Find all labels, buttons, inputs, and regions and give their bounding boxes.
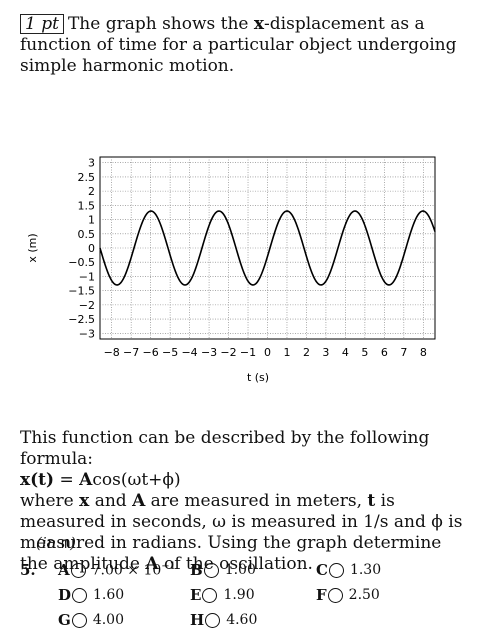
x-axis-label: t (s) bbox=[247, 371, 269, 384]
x-tick-label: −2 bbox=[220, 346, 236, 359]
option-b-radio[interactable] bbox=[203, 562, 219, 578]
x-tick-labels: −8 −7 −6 −5 −4 −3 −2 −1 0 1 2 3 4 5 6 7 8 bbox=[104, 346, 427, 359]
y-tick-label: −1 bbox=[79, 270, 95, 283]
y-tick-label: −2 bbox=[79, 299, 95, 312]
question-number: 5. bbox=[20, 561, 36, 579]
option-h[interactable]: H 4.60 bbox=[190, 611, 257, 629]
x-tick-label: −3 bbox=[201, 346, 217, 359]
option-h-letter: H bbox=[190, 611, 205, 629]
option-e-letter: E bbox=[190, 586, 202, 604]
eq-x: x(t) bbox=[20, 470, 55, 490]
x-tick-label: 7 bbox=[400, 346, 407, 359]
x-tick-label: 4 bbox=[342, 346, 349, 359]
option-f-letter: F bbox=[316, 586, 327, 604]
question-text: 1 pt The graph shows the x-displacement a… bbox=[20, 14, 472, 77]
formula-explanation: where x and A are measured in meters, t … bbox=[20, 491, 472, 575]
option-d-letter: D bbox=[58, 586, 72, 604]
option-a-radio[interactable] bbox=[70, 562, 86, 578]
intro-part-1: The graph shows the bbox=[67, 14, 254, 34]
option-d-radio[interactable] bbox=[72, 587, 88, 603]
x-tick-label: 0 bbox=[264, 346, 271, 359]
eq-rest: cos(ωt+ϕ) bbox=[92, 470, 181, 490]
option-e[interactable]: E 1.90 bbox=[190, 586, 255, 604]
x-tick-label: −1 bbox=[240, 346, 256, 359]
option-g-radio[interactable] bbox=[71, 612, 87, 628]
y-tick-label: 1 bbox=[88, 214, 95, 227]
grid bbox=[100, 157, 435, 339]
x-tick-label: 5 bbox=[361, 346, 368, 359]
y-tick-label: 3 bbox=[88, 157, 95, 170]
y-tick-label: −3 bbox=[79, 327, 95, 340]
option-f[interactable]: F 2.50 bbox=[316, 586, 380, 604]
x-tick-label: −5 bbox=[162, 346, 178, 359]
points-box: 1 pt bbox=[20, 14, 64, 34]
y-tick-label: −0.5 bbox=[68, 256, 95, 269]
intro-part-2: -displacement as a function of time for … bbox=[20, 14, 457, 76]
y-tick-labels: 32.521.5 10.50−0.5−1 −1.5−2−2.5−3 bbox=[68, 157, 95, 341]
y-tick-label: 2 bbox=[88, 185, 95, 198]
option-c-letter: C bbox=[316, 561, 328, 579]
formula-equation: x(t) = Acos(ωt+ϕ) bbox=[20, 470, 472, 491]
option-a[interactable]: A 7.00 × 10−1 bbox=[58, 561, 176, 579]
unit-hint: (in m) bbox=[36, 534, 76, 552]
expl-m2: is measured in seconds, ω is measured in… bbox=[20, 491, 463, 574]
option-d-value: 1.60 bbox=[93, 587, 125, 603]
displacement-graph: −8 −7 −6 −5 −4 −3 −2 −1 0 1 2 3 4 5 6 7 8 32.521.510.50−… bbox=[26, 156, 436, 384]
option-d[interactable]: D 1.60 bbox=[58, 586, 124, 604]
unit-open: (in bbox=[36, 534, 62, 552]
option-c-value: 1.30 bbox=[349, 562, 382, 578]
x-tick-label: −7 bbox=[123, 346, 139, 359]
option-c-radio[interactable] bbox=[328, 562, 344, 578]
y-tick-label: 2.5 bbox=[78, 171, 96, 184]
option-b-value: 1.00 bbox=[224, 562, 256, 578]
expl-a2: A bbox=[145, 554, 159, 574]
y-tick-label: 0 bbox=[88, 242, 95, 255]
x-tick-label: 3 bbox=[322, 346, 329, 359]
option-b[interactable]: B 1.00 bbox=[190, 561, 256, 579]
y-tick-label: −2.5 bbox=[68, 313, 95, 326]
option-g-value: 4.00 bbox=[92, 612, 124, 628]
expl-x: x bbox=[79, 491, 90, 511]
x-tick-label: −4 bbox=[181, 346, 197, 359]
x-tick-label: −6 bbox=[143, 346, 159, 359]
eq-a: A bbox=[79, 470, 93, 490]
expl-m3: of the oscillation. bbox=[158, 554, 313, 574]
y-axis-label: x (m) bbox=[26, 233, 39, 262]
expl-m1: are measured in meters, bbox=[145, 491, 368, 511]
option-g[interactable]: G 4.00 bbox=[58, 611, 124, 629]
option-a-letter: A bbox=[58, 561, 70, 579]
unit-close: ) bbox=[70, 534, 76, 552]
expl-and: and bbox=[89, 491, 133, 511]
unit-m: m bbox=[61, 534, 71, 552]
expl-where: where bbox=[20, 491, 80, 511]
x-tick-label: 1 bbox=[283, 346, 290, 359]
x-tick-label: −8 bbox=[104, 346, 120, 359]
option-e-value: 1.90 bbox=[223, 587, 255, 603]
y-tick-label: 0.5 bbox=[78, 228, 96, 241]
y-tick-label: 1.5 bbox=[78, 199, 96, 212]
x-tick-label: 6 bbox=[381, 346, 388, 359]
option-g-letter: G bbox=[58, 611, 71, 629]
eq-equals: = bbox=[54, 470, 80, 490]
expl-t: t bbox=[367, 491, 376, 511]
answer-options: 5. A 7.00 × 10−1 B 1.00 C 1.30 D 1.60 E 1.90 … bbox=[0, 555, 485, 635]
option-c[interactable]: C 1.30 bbox=[316, 561, 381, 579]
displacement-curve bbox=[99, 210, 436, 286]
option-h-value: 4.60 bbox=[226, 612, 258, 628]
y-tick-label: −1.5 bbox=[68, 285, 95, 298]
option-e-radio[interactable] bbox=[202, 587, 218, 603]
option-h-radio[interactable] bbox=[205, 612, 221, 628]
x-tick-label: 2 bbox=[303, 346, 310, 359]
option-a-value: 7.00 × 10−1 bbox=[91, 561, 177, 579]
x-tick-label: 8 bbox=[420, 346, 427, 359]
option-b-letter: B bbox=[190, 561, 203, 579]
intro-bold-x: x bbox=[253, 14, 265, 34]
option-f-radio[interactable] bbox=[327, 587, 343, 603]
formula-text: This function can be described by the fo… bbox=[20, 428, 472, 575]
formula-intro: This function can be described by the fo… bbox=[20, 428, 430, 469]
option-f-value: 2.50 bbox=[348, 587, 380, 603]
expl-a: A bbox=[132, 491, 146, 511]
